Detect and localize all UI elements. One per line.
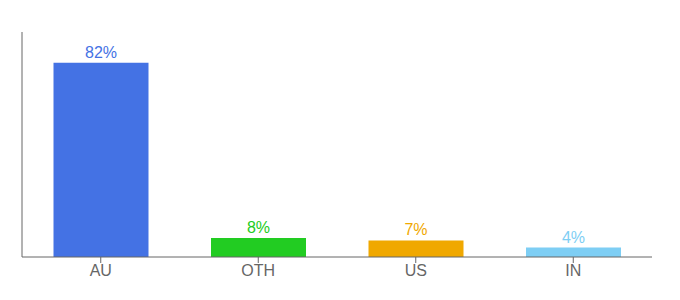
svg-text:US: US [405, 262, 427, 279]
svg-text:4%: 4% [562, 229, 585, 246]
svg-text:82%: 82% [85, 44, 117, 61]
svg-text:IN: IN [565, 262, 581, 279]
svg-text:OTH: OTH [241, 262, 275, 279]
svg-text:AU: AU [90, 262, 112, 279]
svg-text:7%: 7% [404, 221, 427, 238]
svg-text:8%: 8% [247, 219, 270, 236]
